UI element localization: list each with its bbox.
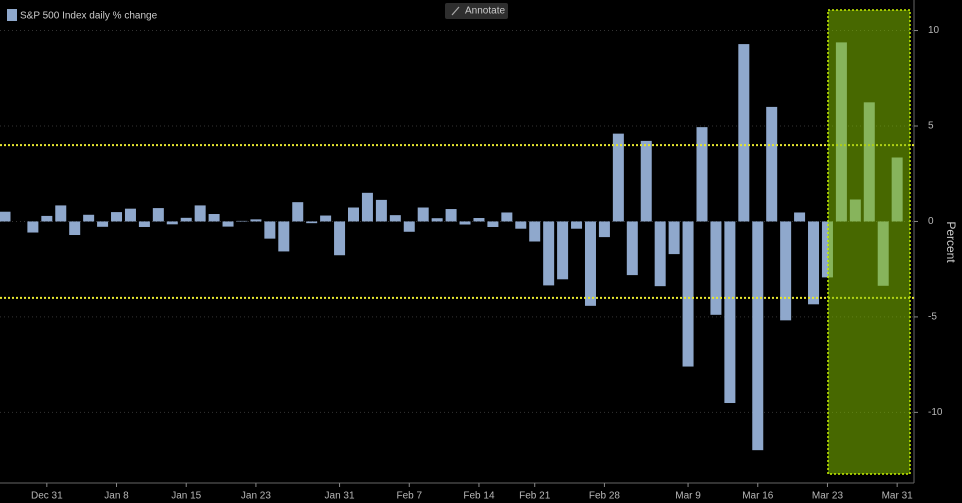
- bar: [83, 214, 95, 222]
- bar: [250, 219, 262, 222]
- bar: [640, 140, 652, 222]
- x-tick-label: Mar 31: [882, 491, 914, 502]
- bar: [348, 207, 359, 222]
- x-tick-label: Feb 7: [396, 491, 422, 502]
- button-bg[interactable]: [445, 3, 508, 19]
- bar: [696, 127, 708, 222]
- bar: [97, 221, 109, 227]
- x-tick-label: Jan 31: [325, 491, 355, 502]
- bar: [515, 221, 527, 229]
- y-axis-title: Percent: [944, 221, 958, 263]
- x-tick-label: Dec 31: [31, 491, 63, 502]
- bar: [180, 217, 192, 222]
- legend-swatch: [7, 9, 17, 21]
- bar: [431, 218, 443, 222]
- legend-label: S&P 500 Index daily % change: [20, 11, 158, 22]
- bar: [208, 214, 220, 222]
- bar: [152, 208, 164, 222]
- annotate-button[interactable]: Annotate: [445, 3, 508, 19]
- bar: [69, 221, 81, 236]
- bar: [27, 221, 39, 233]
- bar: [738, 44, 750, 222]
- bar: [473, 218, 485, 222]
- bar: [752, 221, 764, 451]
- x-tick-label: Jan 8: [104, 491, 129, 502]
- bar: [710, 221, 722, 315]
- x-tick-label: Feb 14: [463, 491, 495, 502]
- y-tick-label: 0: [928, 216, 934, 227]
- x-tick-label: Mar 23: [812, 491, 844, 502]
- bar: [626, 221, 638, 276]
- y-tick-label: -10: [928, 407, 943, 418]
- bar: [166, 221, 178, 225]
- bar: [529, 221, 541, 242]
- y-tick-label: 5: [928, 121, 934, 132]
- bar: [417, 207, 429, 222]
- bar: [724, 221, 736, 404]
- bar: [124, 208, 136, 222]
- bar: [361, 192, 373, 222]
- bar: [222, 221, 234, 227]
- bar: [612, 133, 624, 222]
- pencil-icon: [451, 6, 460, 16]
- bar: [543, 221, 555, 286]
- bar: [389, 215, 401, 222]
- bar: [403, 221, 415, 232]
- bar: [334, 221, 346, 256]
- bar: [584, 221, 596, 306]
- bar: [766, 106, 778, 222]
- bar: [306, 221, 318, 224]
- bar: [375, 199, 387, 222]
- bar: [278, 221, 290, 252]
- bar: [780, 221, 792, 321]
- x-tick-label: Jan 23: [241, 491, 271, 502]
- x-tick-label: Feb 21: [519, 491, 551, 502]
- bar: [41, 215, 53, 222]
- bar: [194, 205, 206, 222]
- bar: [445, 209, 457, 222]
- x-tick-label: Mar 9: [675, 491, 701, 502]
- bar: [0, 211, 11, 222]
- bar: [55, 205, 67, 222]
- bar: [264, 221, 276, 239]
- x-tick-label: Mar 16: [742, 491, 774, 502]
- y-tick-label: -5: [928, 312, 937, 323]
- bar: [501, 212, 513, 222]
- highlight-region: [827, 9, 911, 475]
- x-tick-label: Feb 28: [589, 491, 621, 502]
- bar: [236, 220, 248, 222]
- bar: [320, 215, 332, 222]
- bar: [571, 221, 583, 229]
- bar: [794, 212, 806, 222]
- bar: [459, 221, 471, 225]
- bar: [292, 202, 304, 222]
- button-label[interactable]: Annotate: [465, 6, 505, 17]
- bar: [808, 221, 820, 305]
- bar: [138, 221, 150, 227]
- bar: [557, 221, 569, 280]
- bar: [668, 221, 680, 255]
- x-tick-label: Jan 15: [171, 491, 201, 502]
- bar: [111, 212, 123, 222]
- y-tick-label: 10: [928, 25, 940, 36]
- bar: [598, 221, 610, 238]
- bar: [654, 221, 666, 287]
- bar: [487, 221, 499, 227]
- bar: [682, 221, 694, 367]
